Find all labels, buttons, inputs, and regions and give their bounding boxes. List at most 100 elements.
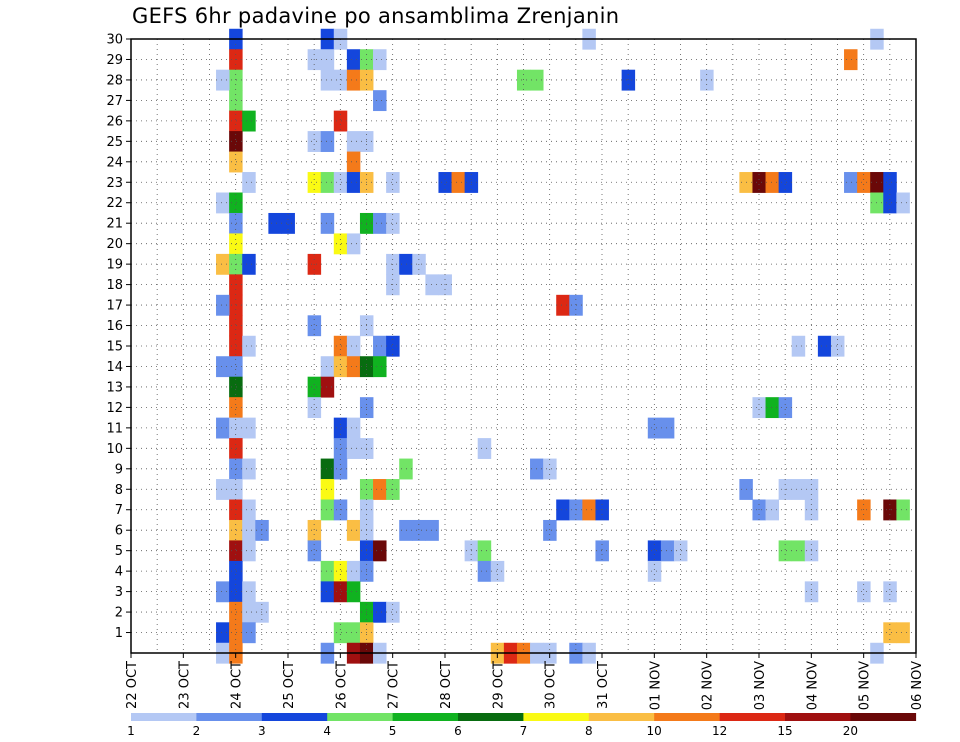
heatmap-cell [451,172,466,193]
heatmap-cell [216,253,230,275]
heatmap-cell [229,294,243,316]
y-tick-label: 7 [115,503,123,518]
heatmap-cell [896,622,910,644]
y-tick-label: 9 [115,462,123,477]
heatmap-cell [477,438,492,459]
x-tick-label: 02 NOV [701,661,716,710]
heatmap-cell [373,335,387,357]
heatmap-cell [268,212,282,234]
heatmap-cell [660,540,675,562]
heatmap-cell [307,131,322,152]
heatmap-cell [373,601,387,623]
heatmap-cell [425,519,439,541]
heatmap-cell [346,519,361,541]
heatmap-cell [346,356,361,378]
heatmap-cell [320,356,335,378]
heatmap-cell [346,131,361,152]
heatmap-cell [333,560,348,582]
heatmap-cell [778,540,793,562]
heatmap-cell [229,192,243,214]
x-tick-label: 26 OCT [334,661,349,709]
heatmap-cell [229,376,243,398]
legend-swatch [261,713,328,721]
heatmap-cell [399,253,413,275]
heatmap-cell [752,172,766,193]
heatmap-cell [346,438,361,459]
heatmap-cell [386,212,400,234]
heatmap-cell [373,356,387,378]
heatmap-cell [346,151,361,173]
legend-label: 10 [647,724,662,738]
heatmap-cell [778,172,793,193]
y-tick-label: 24 [106,155,123,170]
y-tick-label: 15 [106,340,123,355]
y-tick-label: 17 [106,299,123,314]
heatmap-cell [412,519,426,541]
legend-swatch [196,713,263,721]
heatmap-cell [556,294,570,316]
y-tick-label: 4 [115,565,123,580]
heatmap-cell [255,601,269,623]
heatmap-cell [229,110,243,132]
heatmap-cell [373,49,387,71]
legend-swatch [327,713,393,721]
heatmap-cell [830,335,845,357]
heatmap-cell [216,581,230,603]
heatmap-cell [320,581,335,603]
heatmap-cell [229,212,243,234]
heatmap-cell [346,417,361,439]
x-tick-label: 27 OCT [387,661,402,709]
heatmap-cell [647,540,662,562]
heatmap-cell [216,69,230,91]
x-tick-label: 23 OCT [177,661,192,709]
heatmap-cell [477,540,492,562]
heatmap-cell [229,90,243,112]
heatmap-cell [242,581,256,603]
heatmap-cell [229,560,243,582]
x-tick-label: 22 OCT [125,661,140,709]
heatmap-cell [791,540,806,562]
heatmap-cell [242,335,256,357]
heatmap-cell [307,376,322,398]
heatmap-cell [752,397,766,419]
heatmap-cell [386,172,400,193]
heatmap-cell [647,417,662,439]
heatmap-cell [333,622,348,644]
heatmap-cell [320,69,335,91]
heatmap-cell [229,601,243,623]
heatmap-cell [333,581,348,603]
heatmap-cell [333,438,348,459]
heatmap-cell [242,458,256,480]
y-tick-label: 16 [106,319,123,334]
heatmap-cell [373,90,387,112]
heatmap-cell [399,519,413,541]
y-tick-label: 8 [115,483,123,498]
heatmap-cell [399,458,413,480]
heatmap-cell [242,417,256,439]
y-tick-label: 10 [106,442,123,457]
heatmap-cell [346,622,361,644]
heatmap-cell [307,315,322,337]
heatmap-cell [896,192,910,214]
x-tick-label: 05 NOV [858,661,873,710]
legend-label: 1 [127,724,135,738]
heatmap-cell [229,622,243,644]
legend-swatch [458,713,524,721]
heatmap-cell [320,212,335,234]
x-tick-label: 01 NOV [648,661,663,710]
x-tick-label: 28 OCT [439,661,454,709]
x-tick-label: 06 NOV [910,661,925,710]
heatmap-cells [216,28,910,664]
y-tick-label: 13 [106,380,123,395]
heatmap-cell [229,131,243,152]
legend-swatch [654,713,720,721]
heatmap-cell [765,172,780,193]
heatmap-cell [333,172,348,193]
heatmap-cell [229,540,243,562]
heatmap-cell [307,172,322,193]
heatmap-cell [242,601,256,623]
heatmap-cell [281,212,295,234]
heatmap-cell [307,540,322,562]
heatmap-cell [320,479,335,500]
color-legend: 1 2 3 4 5 6 7 8 10 12 15 20 [127,713,917,738]
